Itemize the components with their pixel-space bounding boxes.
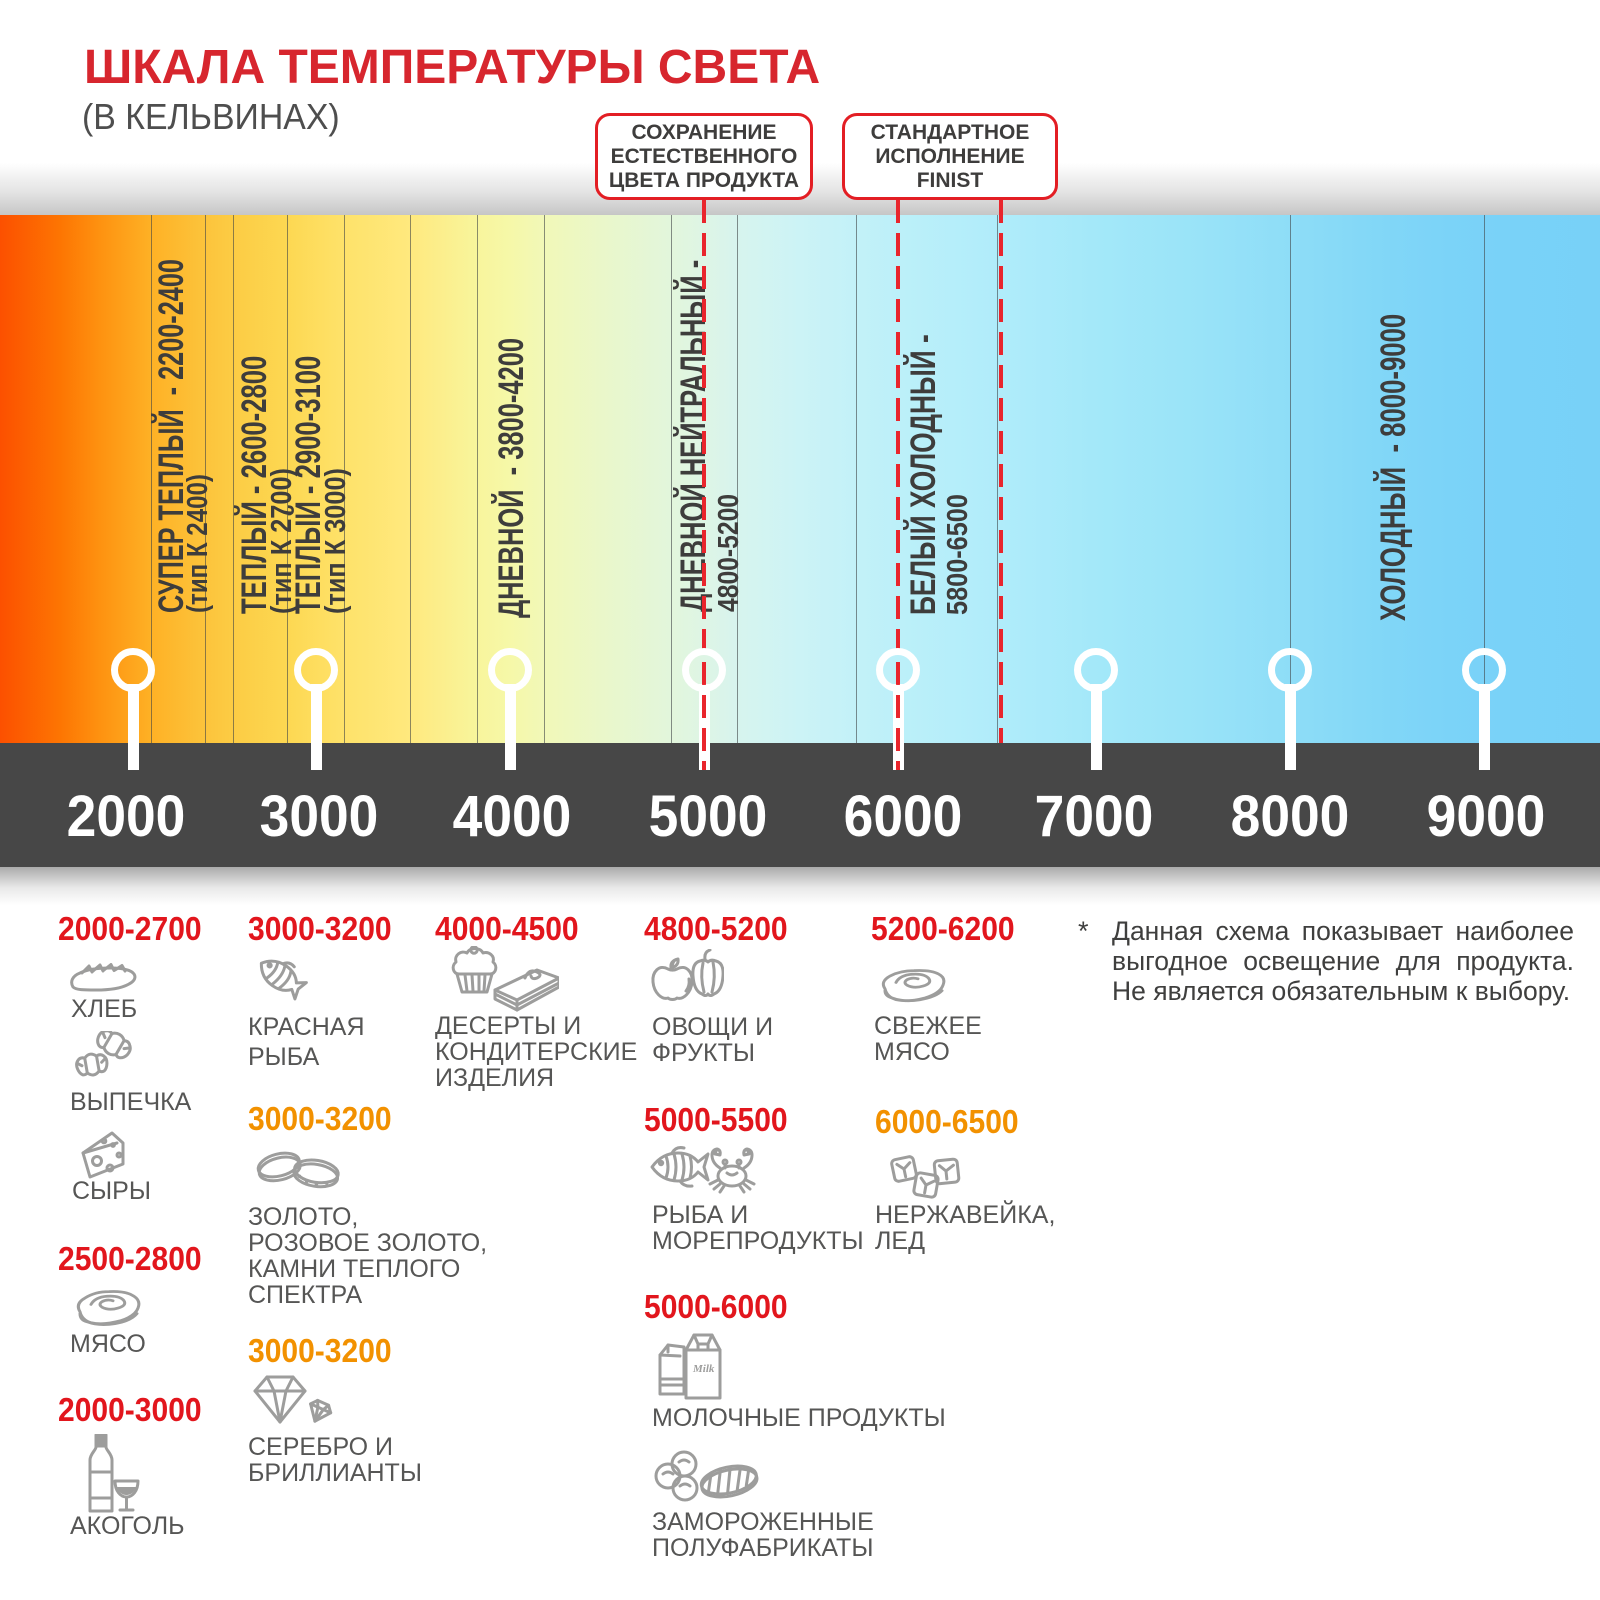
svg-text:Milk: Milk [692,1363,715,1375]
